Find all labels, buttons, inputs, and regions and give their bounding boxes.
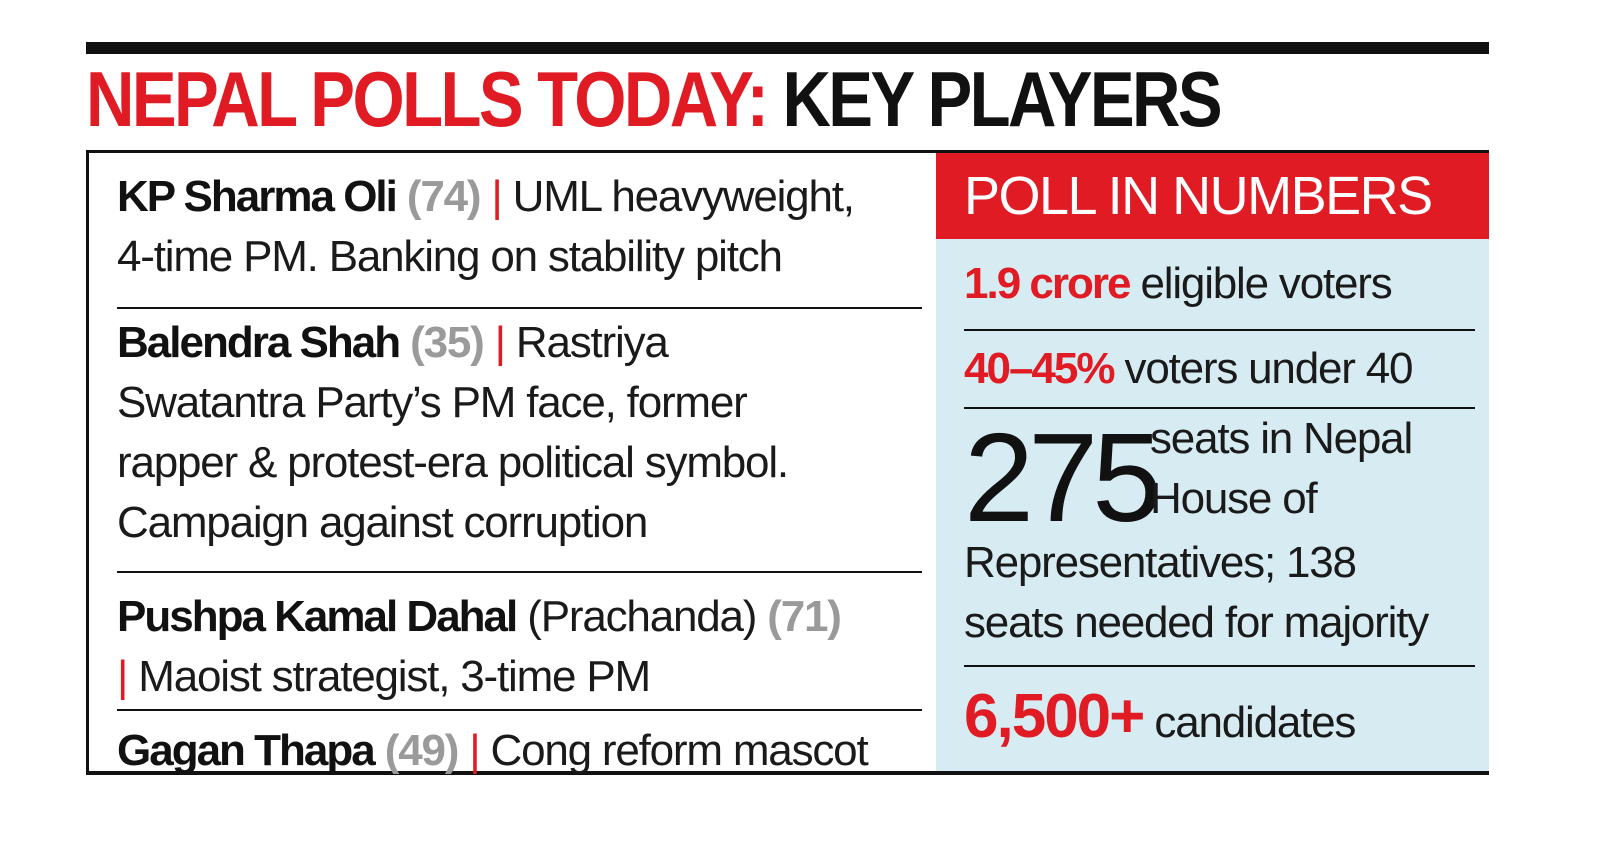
separator: | [494, 318, 506, 367]
player-description: rapper & protest-era political symbol. [117, 438, 789, 487]
player-description: Swatantra Party’s PM face, former [117, 378, 748, 427]
stat-text: seats in Nepal [1150, 414, 1413, 463]
infographic-frame: KP Sharma Oli (74) | UML heavyweight, 4-… [86, 150, 1489, 775]
stat-highlight: 40–45% [964, 344, 1115, 393]
player-description: Cong reform mascot [490, 726, 869, 775]
top-rule [86, 42, 1489, 54]
player-age: (74) [406, 172, 482, 221]
player-age: (71) [767, 592, 842, 641]
poll-numbers-panel: POLL IN NUMBERS 1.9 crore eligible voter… [936, 153, 1489, 771]
player-age: (49) [384, 726, 460, 775]
stat-text: candidates [1154, 698, 1356, 747]
stat-text: seats needed for majority [964, 598, 1429, 647]
stat-text: House of [1150, 474, 1318, 523]
player-entry-shah: Balendra Shah (35) | Rastriya Swatantra … [117, 313, 922, 573]
title-red-part: NEPAL POLLS TODAY: [86, 55, 769, 143]
player-age: (35) [410, 318, 485, 367]
player-entry-thapa: Gagan Thapa (49) | Cong reform mascot [117, 715, 922, 791]
player-name: Pushpa Kamal Dahal [117, 592, 518, 641]
stat-text: Representatives; 138 [964, 538, 1357, 587]
stat-candidates: 6,500+ candidates [964, 667, 1475, 767]
stat-eligible-voters: 1.9 crore eligible voters [964, 239, 1475, 331]
title-black-part: KEY PLAYERS [782, 55, 1222, 143]
player-entry-oli: KP Sharma Oli (74) | UML heavyweight, 4-… [117, 167, 922, 309]
stat-highlight: 6,500+ [964, 682, 1145, 751]
player-name: Gagan Thapa [117, 726, 376, 775]
stat-young-voters: 40–45% voters under 40 [964, 331, 1475, 409]
separator: | [117, 652, 128, 701]
seats-big-number: 275 [964, 407, 1162, 548]
player-name: KP Sharma Oli [117, 172, 398, 221]
stat-text: voters under 40 [1124, 344, 1414, 393]
player-description: Maoist strategist, 3-time PM [138, 652, 651, 701]
separator: | [469, 726, 480, 775]
player-description: 4-time PM. Banking on stability pitch [117, 232, 783, 281]
player-description: Rastriya [515, 318, 669, 367]
key-players-column: KP Sharma Oli (74) | UML heavyweight, 4-… [89, 153, 936, 775]
stat-highlight: 1.9 crore [964, 259, 1131, 308]
page-title: NEPAL POLLS TODAY: KEY PLAYERS [86, 54, 1223, 144]
player-entry-dahal: Pushpa Kamal Dahal (Prachanda) (71) | Ma… [117, 577, 922, 711]
separator: | [491, 172, 502, 221]
stat-text: eligible voters [1140, 259, 1393, 308]
player-description: UML heavyweight, [512, 172, 855, 221]
player-description: Campaign against corruption [117, 498, 648, 547]
poll-numbers-header: POLL IN NUMBERS [936, 153, 1489, 239]
player-name: Balendra Shah [117, 318, 401, 367]
player-alias: (Prachanda) [527, 592, 757, 641]
stat-seats: 275 seats in Nepal House of Representati… [964, 409, 1475, 667]
